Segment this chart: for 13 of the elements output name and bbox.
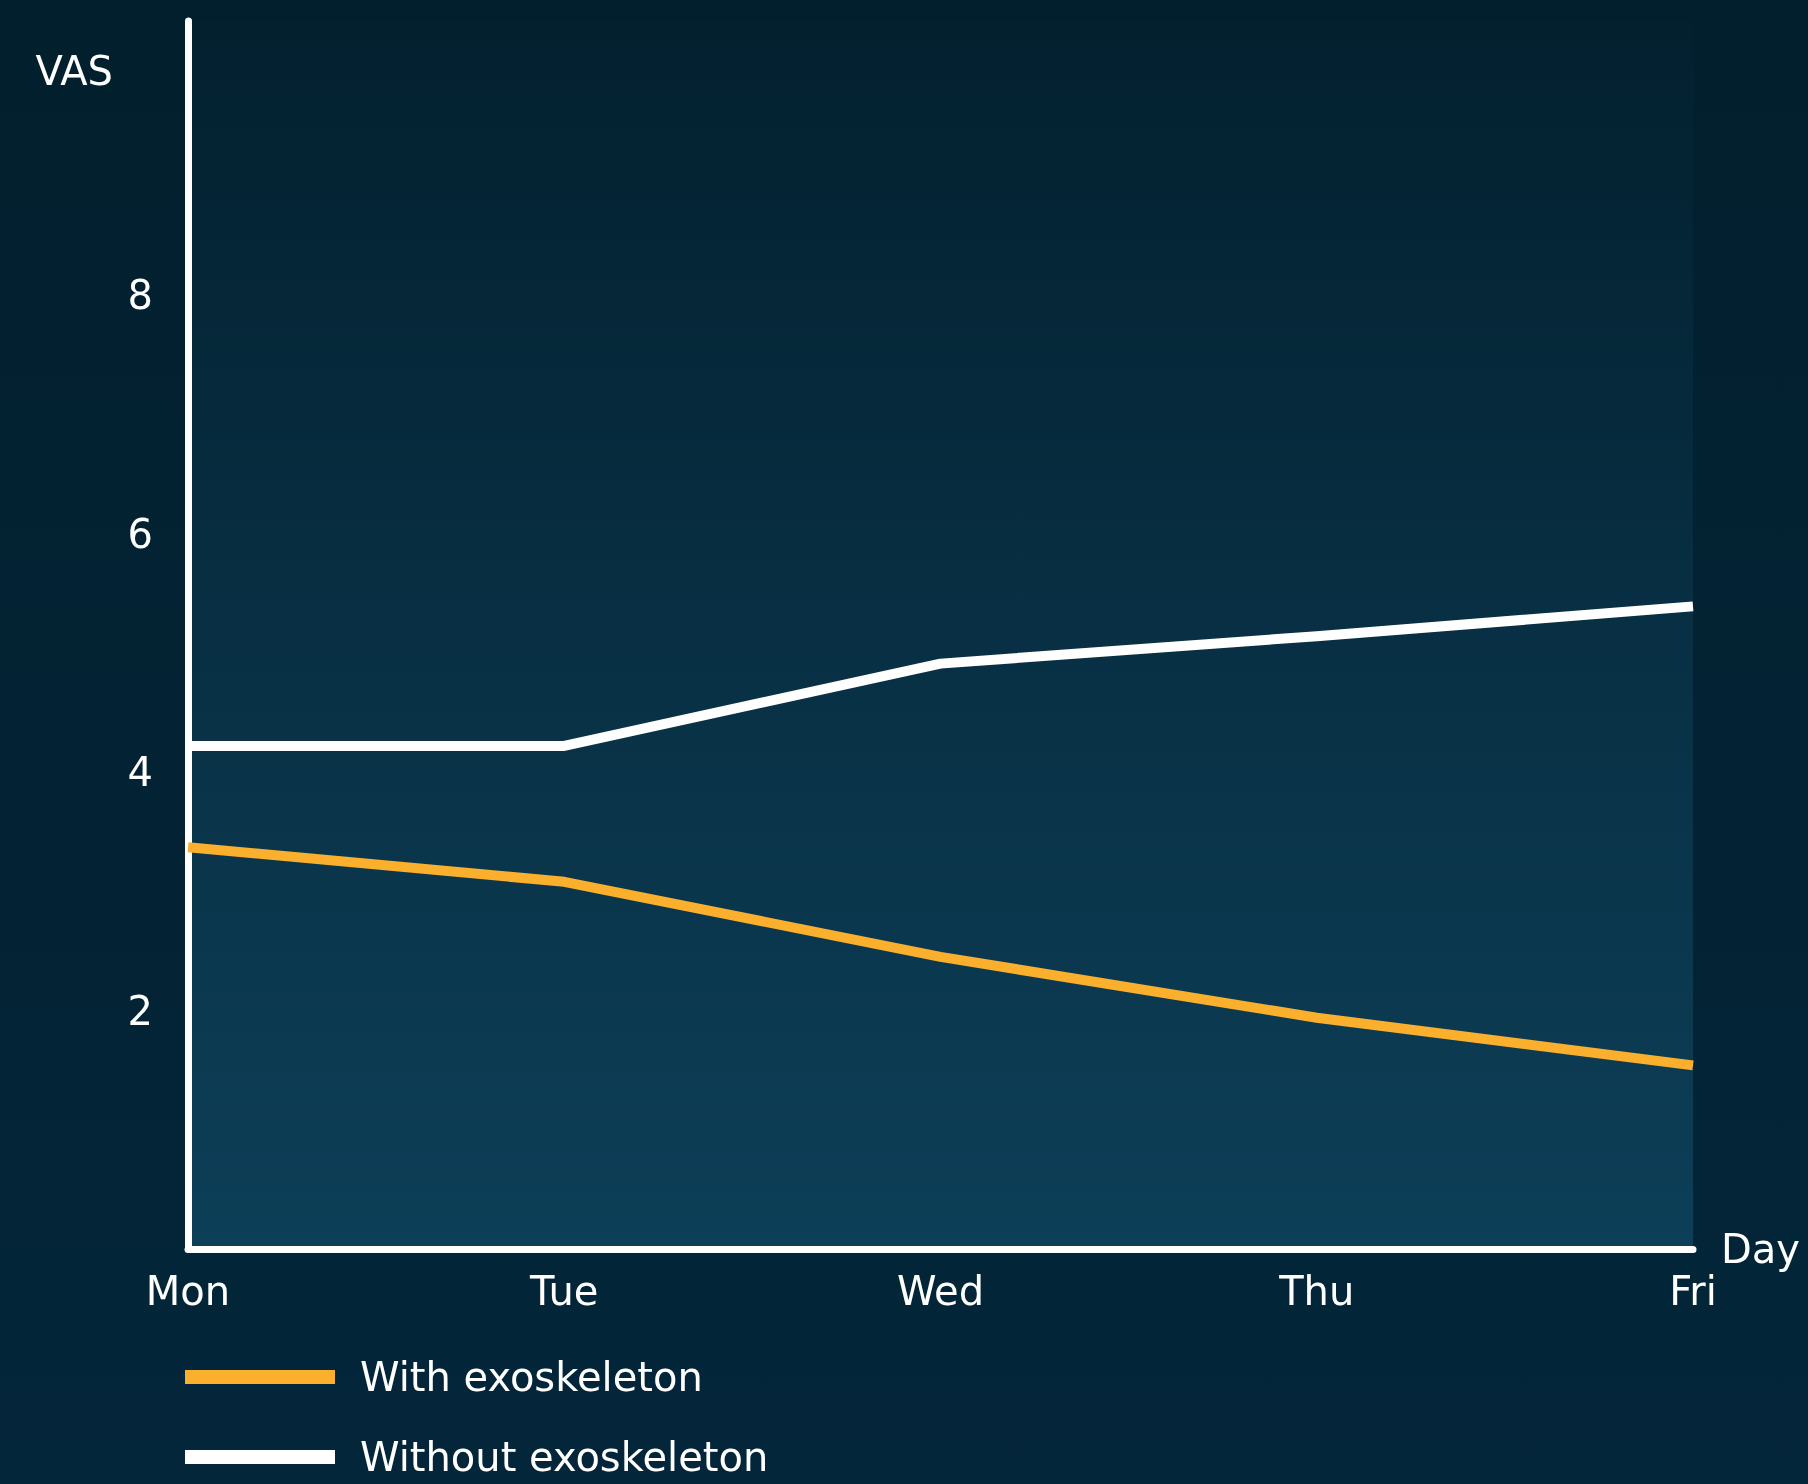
legend-label: With exoskeleton: [360, 1354, 703, 1400]
y-tick-label: 2: [127, 987, 153, 1034]
y-tick-label: 4: [127, 749, 153, 796]
x-tick-label: Fri: [1669, 1268, 1717, 1314]
y-axis-title: VAS: [35, 48, 113, 94]
x-tick-label: Mon: [145, 1268, 231, 1314]
x-tick-label: Wed: [896, 1268, 985, 1314]
x-tick-label: Tue: [529, 1268, 599, 1314]
x-axis-title: Day: [1721, 1226, 1800, 1272]
x-tick-label: Thu: [1278, 1268, 1355, 1314]
legend-label: Without exoskeleton: [360, 1434, 769, 1480]
y-tick-label: 6: [127, 510, 153, 557]
y-tick-label: 8: [127, 272, 153, 319]
